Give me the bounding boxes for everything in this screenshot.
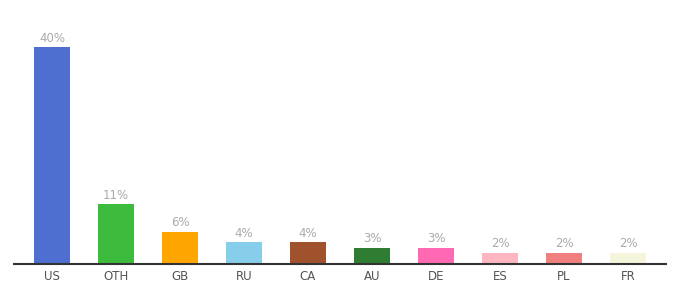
Text: 2%: 2% [491,238,509,250]
Text: 4%: 4% [299,226,318,240]
Bar [226,242,262,264]
Bar [418,248,454,264]
Bar [611,253,645,264]
Text: 11%: 11% [103,189,129,202]
Text: 2%: 2% [619,238,637,250]
Bar [354,248,390,264]
Bar [547,253,581,264]
Text: 2%: 2% [555,238,573,250]
Text: 3%: 3% [427,232,445,245]
Bar [35,47,69,264]
Text: 3%: 3% [362,232,381,245]
Bar [482,253,517,264]
Text: 40%: 40% [39,32,65,45]
Bar [163,232,198,264]
Text: 6%: 6% [171,216,189,229]
Bar [99,205,133,264]
Bar [290,242,326,264]
Text: 4%: 4% [235,226,254,240]
